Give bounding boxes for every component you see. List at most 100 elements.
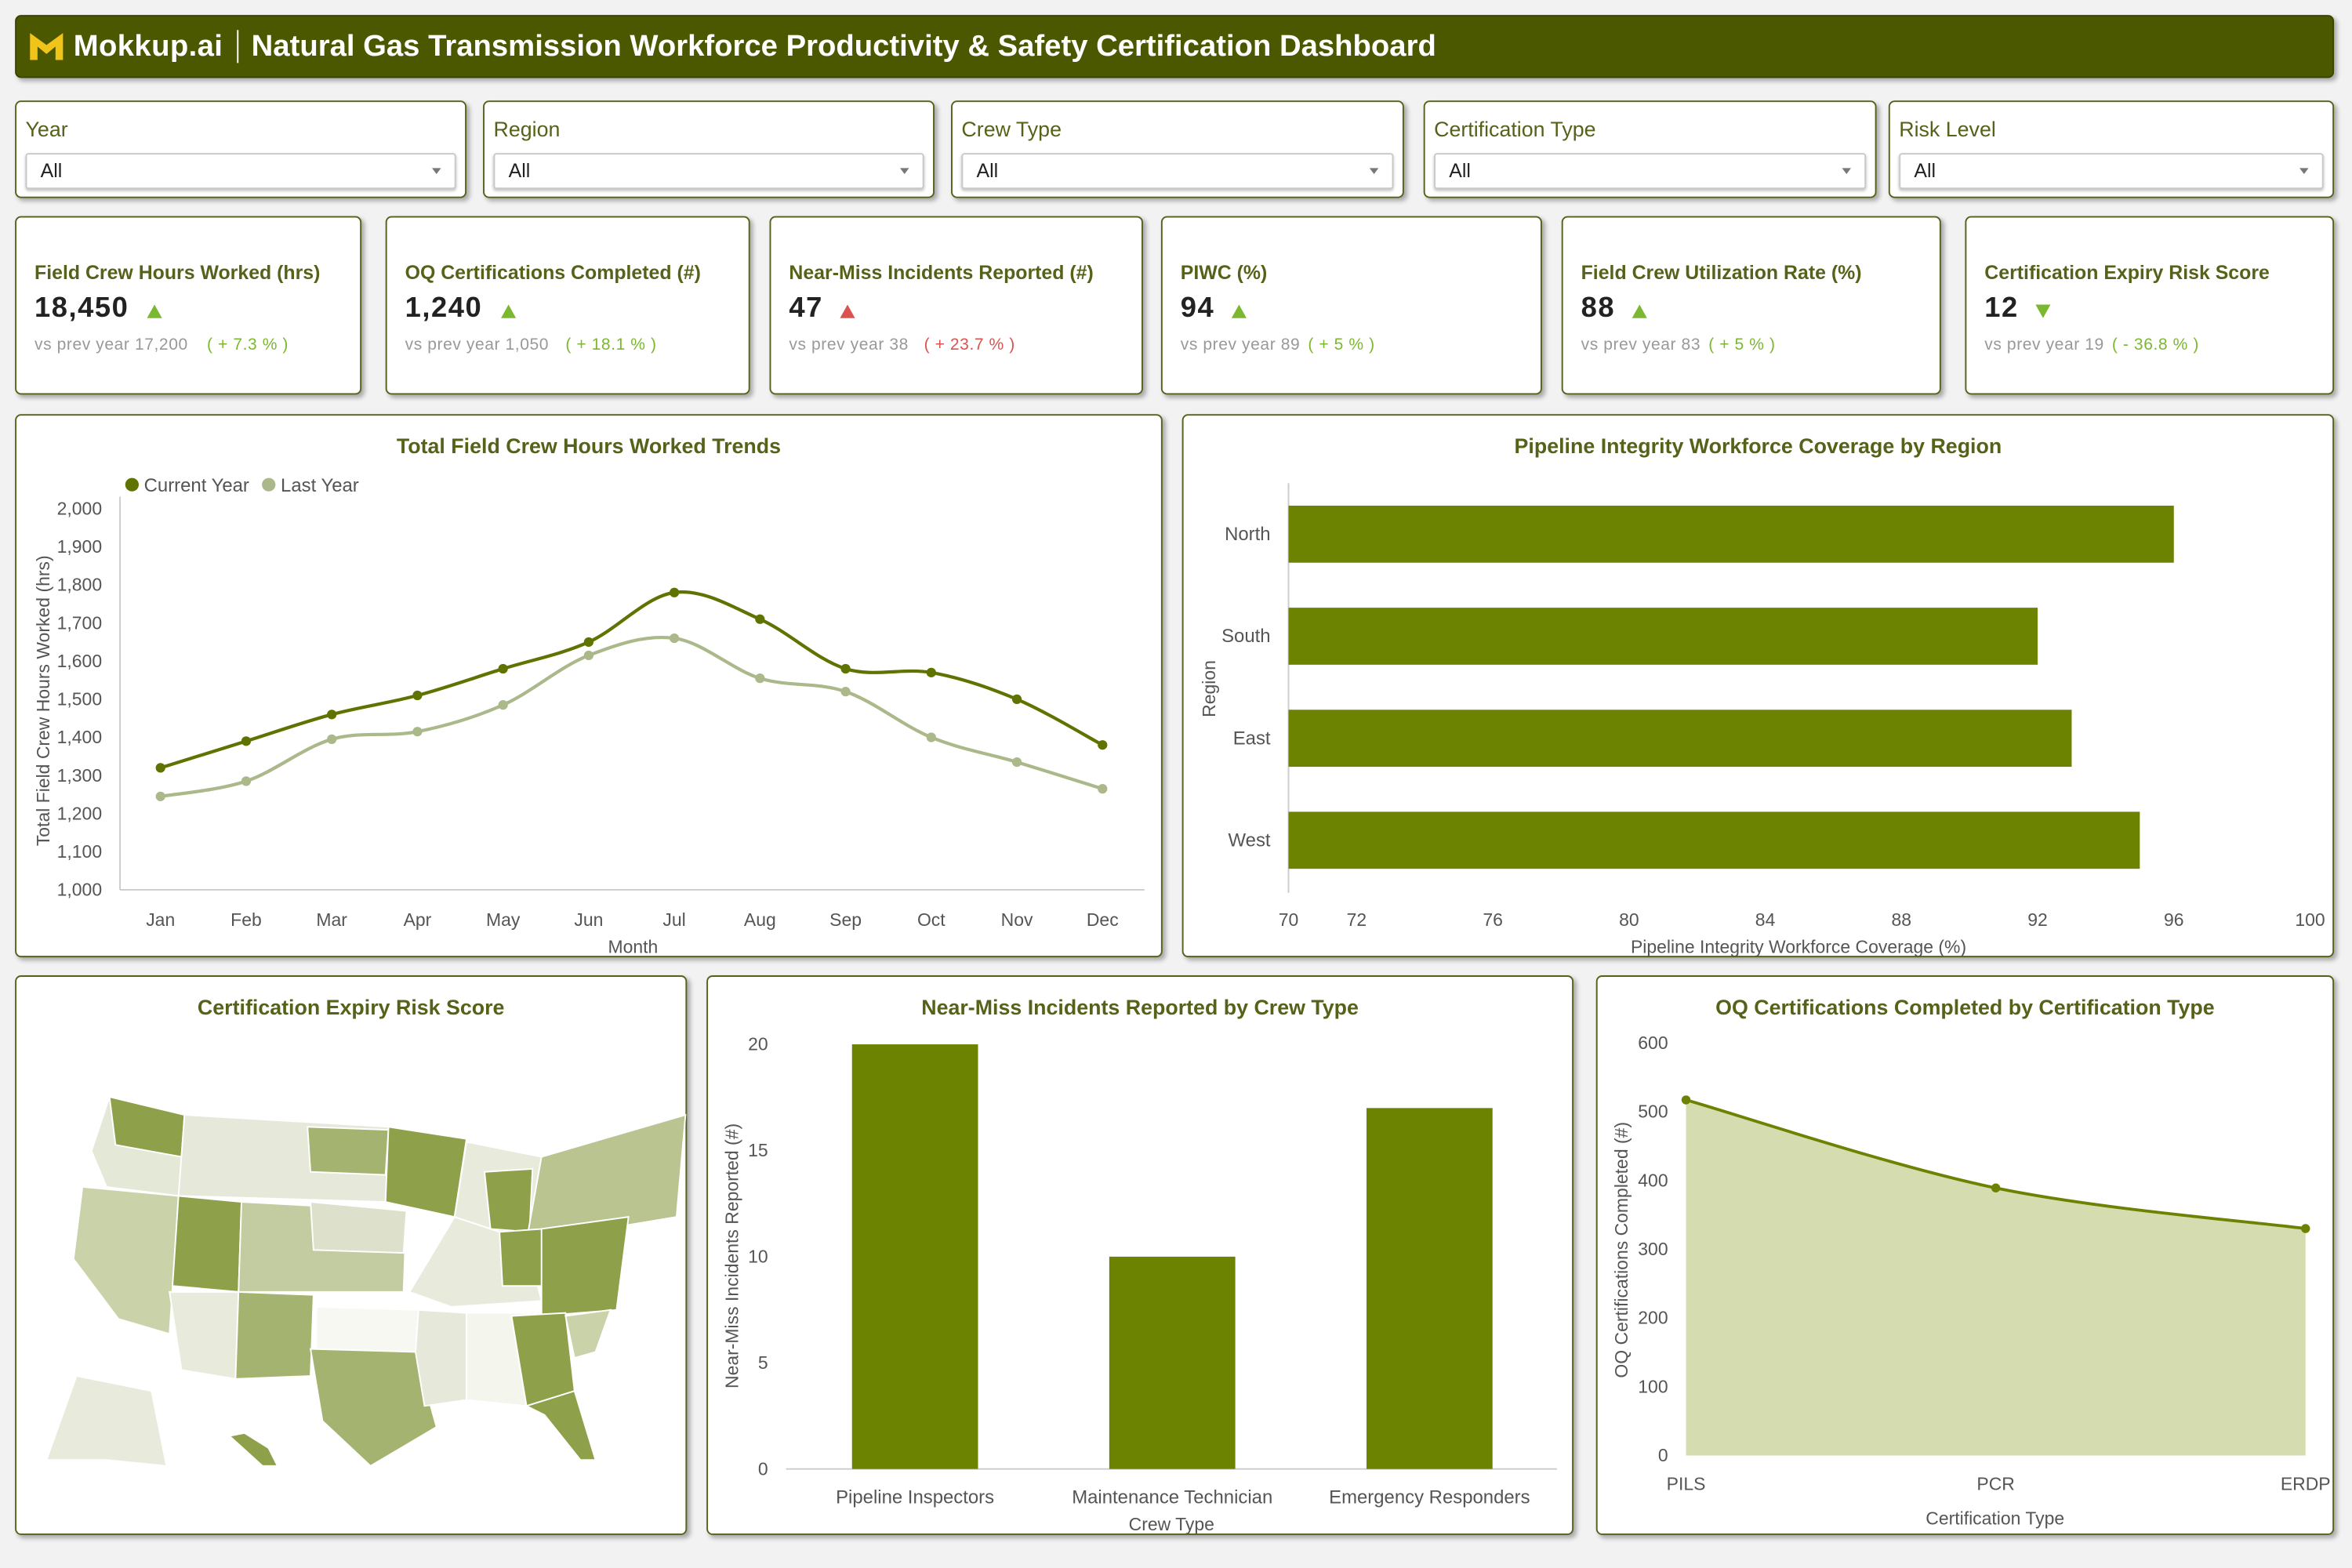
map-region-virginia-carolinas — [540, 1216, 630, 1317]
filter-region: Region All — [483, 100, 935, 198]
y-tick-label: 2,000 — [57, 498, 102, 518]
y-tick-label: 5 — [758, 1352, 768, 1373]
map-region-arizona — [169, 1290, 240, 1380]
select-value: All — [1914, 158, 1936, 182]
hours-trend-chart: 1,000 1,100 1,200 1,300 1,400 1,500 1,600 1,700… — [33, 475, 1145, 956]
chevron-down-icon — [1369, 168, 1379, 175]
x-tick-label: Sep — [829, 909, 862, 930]
data-point — [1681, 1095, 1691, 1105]
kpi-change: ( + 7.3 % ) — [207, 336, 289, 354]
x-tick-label: PCR — [1976, 1473, 2014, 1494]
bar — [1109, 1256, 1236, 1469]
crew-type-select[interactable]: All — [961, 153, 1394, 190]
filter-risk-level: Risk Level All — [1888, 100, 2335, 198]
data-point — [1098, 783, 1108, 794]
x-axis-title: Crew Type — [1129, 1514, 1214, 1534]
data-point — [412, 727, 423, 737]
map-region-hawaii — [227, 1432, 279, 1467]
data-point — [583, 637, 594, 648]
x-tick-label: 80 — [1619, 909, 1639, 930]
x-tick-label: 76 — [1483, 909, 1503, 930]
y-tick-label: 0 — [758, 1458, 768, 1479]
y-tick-label: 1,300 — [57, 765, 102, 786]
data-point — [1011, 694, 1022, 705]
y-tick-label: 300 — [1638, 1239, 1668, 1259]
map-region-florida — [524, 1389, 597, 1461]
map-region-north-dakota — [307, 1126, 390, 1176]
data-point — [1098, 740, 1108, 750]
near-miss-panel: Near-Miss Incidents Reported by Crew Typ… — [706, 975, 1574, 1535]
kpi-prev-year: vs prev year 17,200 — [34, 336, 188, 354]
certification-type-select[interactable]: All — [1434, 153, 1867, 190]
y-tick-label: 100 — [1638, 1376, 1668, 1396]
kpi-title: Near-Miss Incidents Reported (#) — [789, 261, 1094, 284]
map-region-alaska — [45, 1374, 168, 1467]
legend-marker — [262, 477, 276, 492]
x-tick-label: 84 — [1755, 909, 1776, 930]
map-region-utah — [172, 1195, 243, 1293]
filter-crew-type: Crew Type All — [951, 100, 1404, 198]
x-tick-label: 96 — [2164, 909, 2184, 930]
data-point — [327, 710, 337, 720]
y-tick-label: 200 — [1638, 1308, 1668, 1328]
bar — [851, 1044, 978, 1469]
trend-up-icon — [840, 304, 855, 318]
filter-label: Certification Type — [1434, 117, 1596, 141]
y-tick-label: 400 — [1638, 1170, 1668, 1190]
data-point — [669, 587, 680, 597]
y-axis-title: Region — [1199, 660, 1219, 717]
chart-title: Near-Miss Incidents Reported by Crew Typ… — [921, 994, 1359, 1019]
map-region-arkansas-louisiana — [415, 1308, 467, 1407]
mokkup-logo-icon — [30, 33, 64, 60]
y-tick-label: 1,700 — [57, 612, 102, 633]
map-region-michigan — [483, 1167, 534, 1233]
x-tick-label: Feb — [230, 909, 262, 930]
x-tick-label: May — [486, 909, 521, 930]
year-select[interactable]: All — [25, 153, 456, 190]
y-tick-label: 1,100 — [57, 841, 102, 862]
x-tick-label: 70 — [1279, 909, 1299, 930]
risk-level-select[interactable]: All — [1899, 153, 2324, 190]
kpi-title: PIWC (%) — [1180, 261, 1268, 284]
trend-up-icon — [1632, 304, 1647, 318]
x-tick-label: Oct — [917, 909, 946, 930]
hours-trend-panel: Total Field Crew Hours Worked Trends 1,0… — [15, 414, 1163, 958]
chevron-down-icon — [432, 168, 441, 175]
kpi-prev-year: vs prev year 19 — [1984, 336, 2104, 354]
map-region-new-england — [525, 1113, 687, 1242]
chart-title: OQ Certifications Completed by Certifica… — [1715, 994, 2215, 1019]
y-tick-label: 0 — [1658, 1445, 1668, 1465]
region-coverage-chart: 70 72 76 80 84 88 92 96 100 Pipeline Integrity Wo… — [1199, 483, 2325, 956]
kpi-value: 1,240 — [405, 292, 483, 325]
dashboard-header: Mokkup.ai Natural Gas Transmission Workf… — [15, 15, 2335, 78]
kpi-card-field-crew-hours: Field Crew Hours Worked (hrs) 18,450 vs … — [15, 216, 362, 395]
y-tick-label: 1,900 — [57, 536, 102, 557]
region-select[interactable]: All — [493, 153, 924, 190]
kpi-card-utilization-rate: Field Crew Utilization Rate (%) 88 vs pr… — [1561, 216, 1941, 395]
y-tick-label: 20 — [748, 1034, 768, 1054]
near-miss-chart: 0 5 10 15 20 Near-Miss Incidents Reported (#)… — [721, 1034, 1558, 1534]
kpi-card-near-miss-incidents: Near-Miss Incidents Reported (#) 47 vs p… — [769, 216, 1143, 395]
data-point — [498, 663, 508, 674]
y-tick-label: North — [1225, 524, 1270, 545]
y-tick-label: 1,200 — [57, 803, 102, 823]
y-axis-title: Near-Miss Incidents Reported (#) — [721, 1123, 742, 1388]
x-axis-title: Pipeline Integrity Workforce Coverage (%… — [1631, 936, 1966, 956]
bar — [1288, 505, 2174, 563]
trend-up-icon — [501, 304, 517, 318]
x-tick-label: ERDP — [2281, 1473, 2331, 1494]
filter-label: Year — [25, 117, 68, 141]
kpi-change: ( - 36.8 % ) — [2111, 336, 2199, 354]
kpi-title: Certification Expiry Risk Score — [1984, 261, 2270, 284]
dashboard-title: Natural Gas Transmission Workforce Produ… — [251, 29, 1436, 63]
kpi-value: 12 — [1984, 292, 2019, 325]
x-tick-label: Mar — [316, 909, 347, 930]
y-tick-label: 1,000 — [57, 880, 102, 900]
kpi-prev-year: vs prev year 83 — [1581, 336, 1701, 354]
brand-name: Mokkup.ai — [73, 29, 223, 63]
kpi-title: Field Crew Hours Worked (hrs) — [34, 261, 321, 284]
kpi-value: 18,450 — [34, 292, 129, 325]
x-tick-label: 92 — [2027, 909, 2048, 930]
data-point — [583, 650, 594, 661]
kpi-change: ( + 5 % ) — [1308, 336, 1375, 354]
